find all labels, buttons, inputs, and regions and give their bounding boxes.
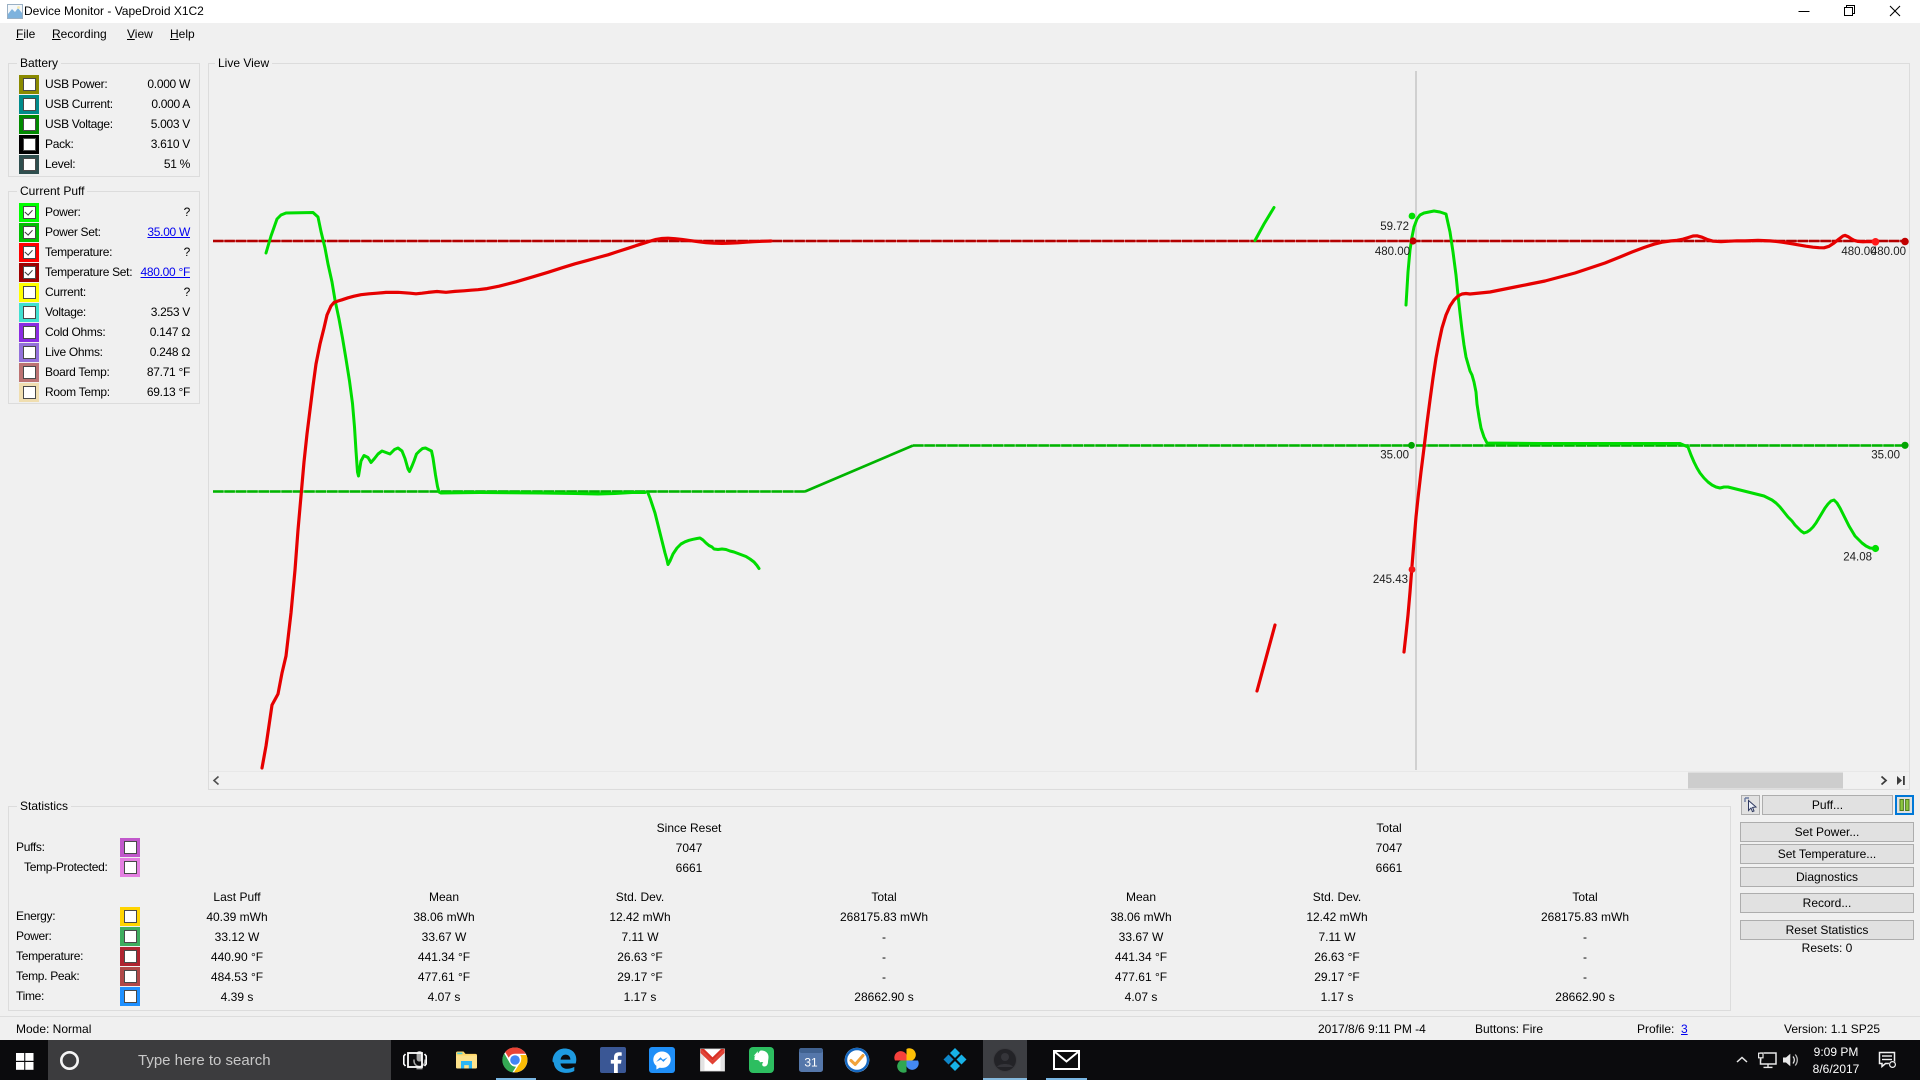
svg-text:480.00: 480.00 [1375,246,1410,258]
svg-text:480.00: 480.00 [1841,246,1876,258]
svg-text:24.08: 24.08 [1843,552,1872,564]
svg-text:59.72: 59.72 [1380,221,1409,233]
svg-text:35.00: 35.00 [1380,450,1409,462]
svg-text:480.00: 480.00 [1871,246,1906,258]
svg-text:31: 31 [804,1056,818,1070]
svg-text:35.00: 35.00 [1871,450,1900,462]
svg-text:245.43: 245.43 [1373,574,1408,586]
